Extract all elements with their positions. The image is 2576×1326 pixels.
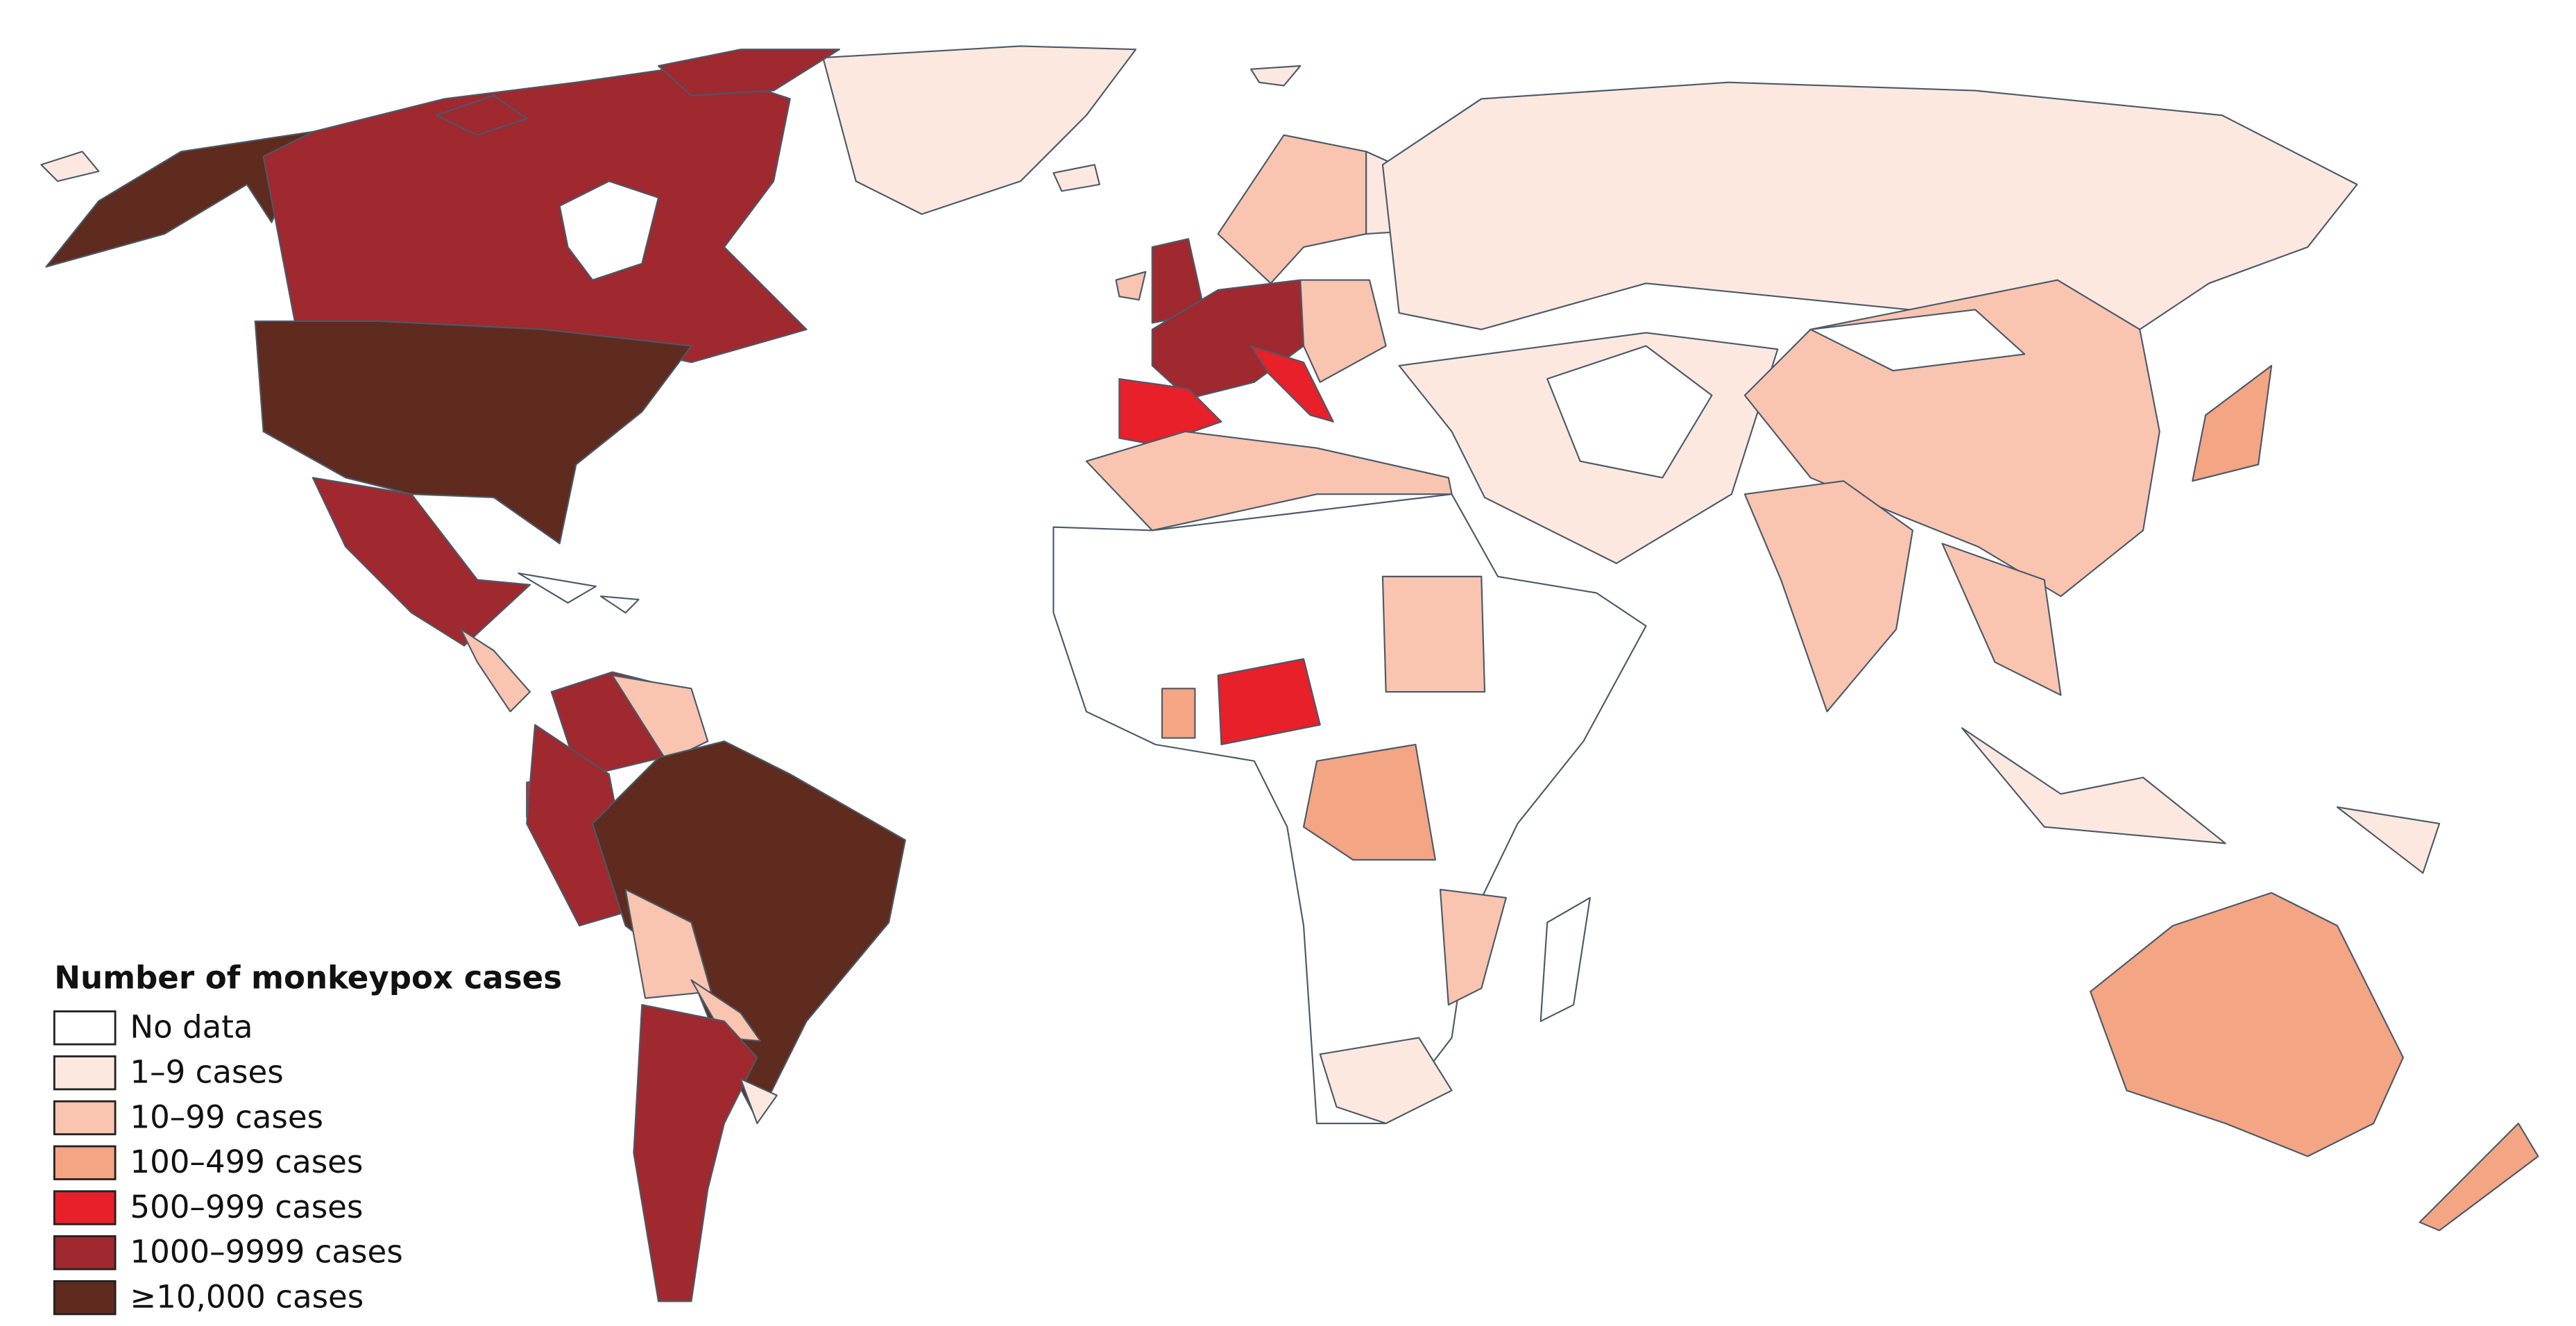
country: [1217, 134, 1367, 284]
country: [599, 595, 640, 614]
country: [1052, 164, 1100, 192]
country: [624, 888, 712, 999]
legend-swatch: [53, 1100, 117, 1136]
country: [1961, 727, 2226, 844]
country: [611, 674, 709, 762]
country: [1319, 1037, 1453, 1125]
country: [1250, 65, 1302, 87]
country: [2090, 892, 2404, 1157]
countries: [40, 45, 2539, 1302]
legend-label: 1000–9999 cases: [130, 1234, 402, 1270]
legend-title: Number of monkeypox cases: [54, 959, 562, 996]
legend: Number of monkeypox cases No data 1–9 cas…: [53, 959, 562, 1316]
country: [1299, 279, 1387, 383]
legend-swatch: [53, 1145, 117, 1180]
country: [312, 477, 531, 647]
country: [1085, 430, 1453, 532]
country: [2336, 806, 2441, 874]
country: [657, 49, 841, 96]
legend-label: 100–499 cases: [130, 1144, 363, 1180]
country: [435, 94, 528, 136]
legend-swatch: [53, 1280, 117, 1316]
country: [1743, 480, 1913, 713]
country: [1250, 345, 1334, 423]
country: [740, 1078, 778, 1125]
legend-swatch: [53, 1010, 117, 1046]
legend-swatch: [53, 1190, 117, 1225]
country: [1941, 543, 2062, 696]
legend-swatch: [53, 1055, 117, 1091]
country: [1539, 896, 1591, 1022]
country: [633, 1004, 758, 1302]
legend-label: 500–999 cases: [130, 1189, 363, 1225]
legend-label: No data: [130, 1009, 253, 1046]
country: [1381, 81, 2358, 330]
country: [1546, 345, 1713, 479]
country: [1161, 688, 1196, 739]
country: [526, 724, 636, 927]
country: [40, 151, 100, 182]
country: [1217, 658, 1321, 746]
legend-label: ≥10,000 cases: [130, 1279, 364, 1316]
country: [1381, 575, 1486, 693]
country: [1809, 309, 2026, 372]
country: [822, 45, 1137, 215]
country: [1302, 743, 1436, 861]
country: [2192, 364, 2273, 482]
country: [262, 65, 808, 364]
country: [558, 180, 660, 281]
country: [1115, 271, 1147, 301]
country: [1439, 888, 1507, 1006]
legend-label: 1–9 cases: [130, 1053, 283, 1090]
country: [254, 320, 692, 545]
legend-swatch: [53, 1235, 117, 1270]
country: [460, 628, 531, 713]
country: [2419, 1122, 2539, 1232]
legend-label: 10–99 cases: [130, 1098, 323, 1135]
country: [518, 572, 597, 604]
